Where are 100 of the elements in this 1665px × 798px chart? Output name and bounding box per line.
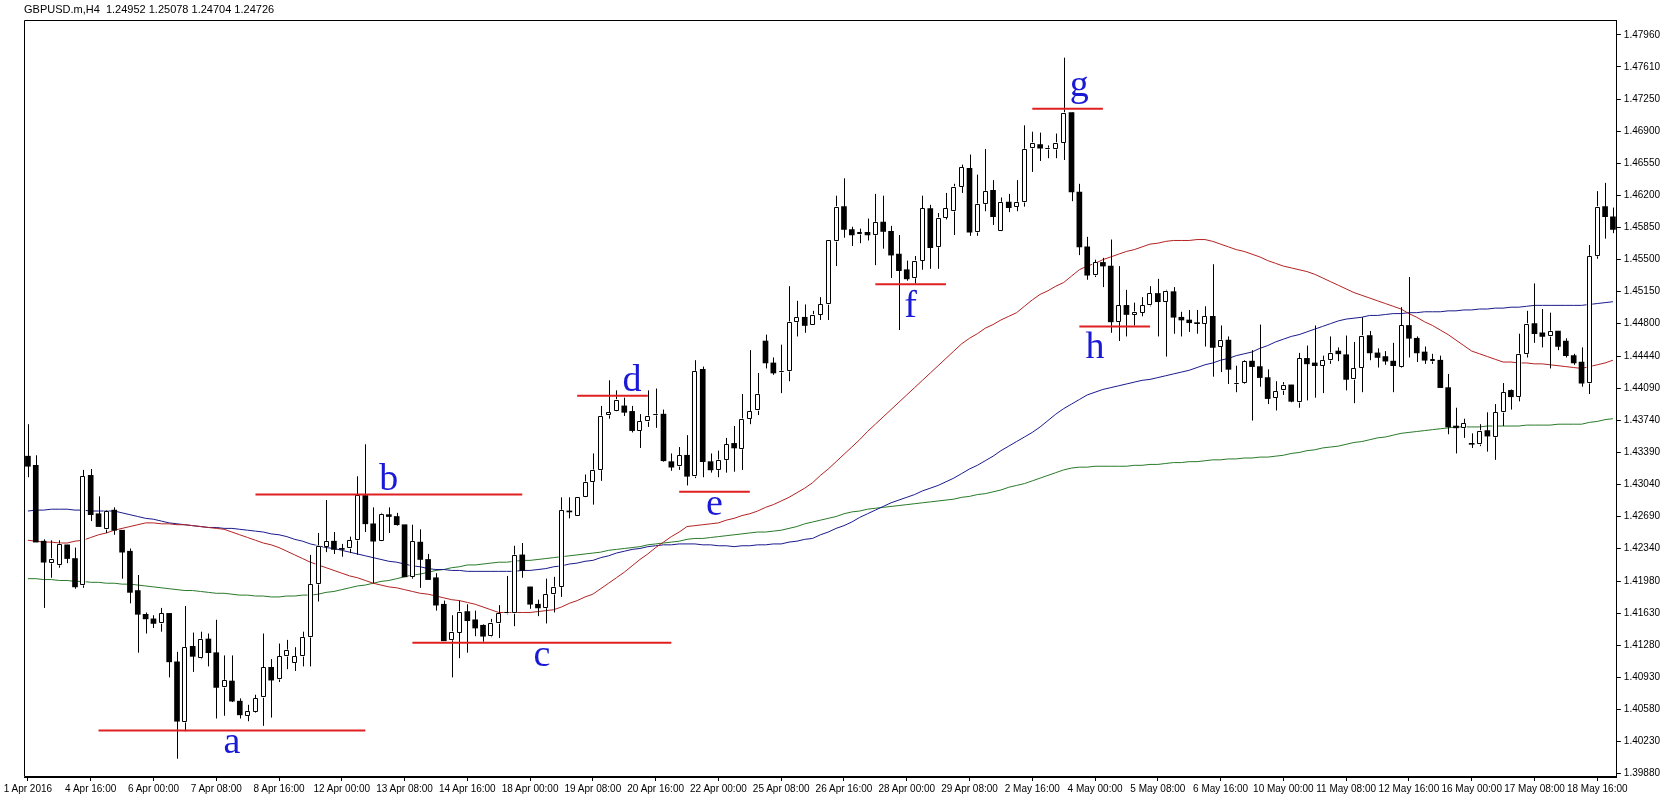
candlestick (637, 413, 643, 449)
series-label: c (533, 631, 551, 674)
candlestick (746, 349, 753, 425)
y-tick-label: 1.45850 (1623, 221, 1661, 233)
candlestick (911, 255, 918, 284)
candlestick (542, 578, 549, 624)
candlestick (958, 164, 965, 194)
candlestick (684, 434, 690, 486)
candlestick (323, 499, 329, 553)
candlestick (1296, 352, 1302, 409)
x-tick-label: 13 Apr 08:00 (376, 782, 434, 794)
x-tick-label: 18 May 16:00 (1566, 782, 1628, 794)
candlestick (291, 646, 298, 672)
candlestick (621, 397, 628, 417)
candlestick (1351, 341, 1357, 404)
y-tick-label: 1.42690 (1623, 510, 1661, 522)
y-tick-label: 1.39880 (1623, 767, 1661, 779)
candlestick (605, 379, 612, 420)
y-tick-label: 1.47610 (1623, 60, 1661, 72)
candlestick (1272, 380, 1279, 411)
y-tick-label: 1.46550 (1623, 157, 1661, 169)
candlestick (1052, 133, 1059, 159)
candlestick (472, 610, 479, 637)
candlestick (182, 605, 188, 732)
candlestick (1508, 388, 1514, 411)
candlestick (825, 239, 832, 321)
candlestick (331, 531, 337, 555)
candlestick (1131, 302, 1138, 326)
candlestick (739, 393, 745, 471)
candlestick (754, 372, 761, 416)
x-tick-label: 28 Apr 00:00 (878, 782, 936, 794)
candlestick (1029, 131, 1036, 173)
candlestick (221, 654, 227, 717)
candlestick (998, 197, 1004, 232)
candlestick (1013, 179, 1020, 212)
candlestick (1390, 342, 1397, 393)
candlestick (590, 452, 596, 506)
candlestick (370, 506, 376, 584)
series-label: b (379, 455, 399, 498)
x-tick-label: 14 Apr 16:00 (438, 782, 497, 794)
candlestick (1037, 132, 1043, 162)
candlestick (1594, 190, 1601, 260)
candlestick (801, 303, 808, 334)
candlestick (1413, 335, 1420, 363)
candlestick (1523, 310, 1530, 358)
candlestick (229, 654, 235, 703)
candlestick (919, 195, 926, 271)
candlestick (629, 405, 635, 433)
candlestick (935, 212, 941, 270)
candlestick (448, 614, 455, 678)
y-tick-label: 1.43390 (1623, 446, 1661, 458)
y-tick-label: 1.41980 (1623, 575, 1661, 587)
candlestick (1249, 349, 1255, 422)
candlestick (425, 553, 431, 581)
candlestick (378, 512, 384, 542)
candlestick (111, 506, 118, 536)
candlestick (197, 631, 204, 660)
x-tick-label: 20 Apr 16:00 (627, 782, 685, 794)
candlestick (1147, 285, 1153, 307)
candlestick (1123, 289, 1130, 337)
candlestick (48, 539, 55, 579)
x-tick-label: 4 May 00:00 (1067, 782, 1124, 794)
y-tick-label: 1.47960 (1623, 28, 1661, 40)
candlestick (794, 300, 800, 337)
x-tick-label: 10 May 00:00 (1253, 782, 1315, 794)
chart-title: GBPUSD.m,H4 1.24952 1.25078 1.24704 1.24726 (24, 2, 275, 15)
candlestick (1100, 257, 1106, 288)
candlestick (1139, 296, 1145, 317)
candlestick (119, 529, 125, 580)
candlestick (511, 545, 518, 627)
candlestick (1547, 312, 1553, 369)
series-label: a (223, 719, 241, 762)
candlestick (644, 389, 651, 428)
candlestick (597, 405, 604, 482)
candlestick (903, 260, 910, 282)
candlestick (417, 528, 424, 589)
candlestick (950, 183, 957, 236)
candlestick (1500, 382, 1506, 427)
candlestick (1319, 355, 1326, 394)
candlestick (1304, 345, 1310, 401)
y-tick-label: 1.45500 (1623, 253, 1661, 265)
candlestick (833, 195, 839, 267)
x-tick-label: 1 Apr 2016 (3, 782, 53, 794)
candlestick (974, 174, 981, 237)
candlestick (103, 509, 110, 534)
series-label: h (1085, 324, 1105, 367)
candlestick (456, 600, 463, 659)
candlestick (723, 437, 730, 474)
candlestick (1311, 324, 1318, 399)
candlestick (613, 389, 620, 412)
candlestick (574, 496, 581, 516)
series-label: e (706, 480, 723, 523)
candlestick (841, 177, 847, 239)
candlestick (848, 226, 855, 247)
x-tick-label: 11 May 08:00 (1316, 782, 1377, 794)
y-tick-label: 1.43040 (1623, 478, 1661, 490)
candlestick (872, 193, 879, 266)
candlestick (1406, 276, 1412, 358)
candlestick (315, 532, 322, 603)
candlestick (1241, 359, 1247, 385)
